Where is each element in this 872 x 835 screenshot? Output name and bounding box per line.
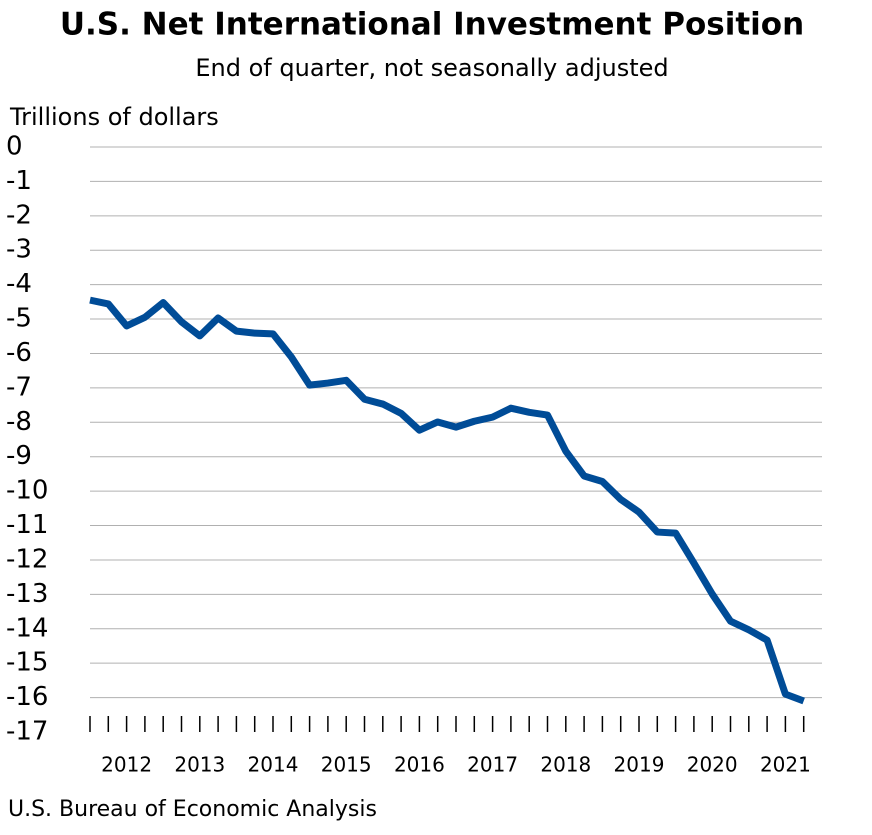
x-tick-label: 2020 [687,753,738,777]
y-tick-label: -3 [6,235,32,265]
y-tick-label: -17 [6,717,48,747]
y-tick-label: -16 [6,682,48,712]
x-tick-label: 2015 [321,753,372,777]
y-tick-label: -12 [6,544,48,574]
chart-subtitle: End of quarter, not seasonally adjusted [195,54,668,82]
y-tick-label: 0 [6,132,23,162]
y-tick-label: -13 [6,579,48,609]
y-tick-label: -7 [6,372,32,402]
y-tick-label: -9 [6,441,32,471]
y-tick-label: -6 [6,338,32,368]
y-tick-label: -4 [6,269,32,299]
y-axis-label: Trillions of dollars [9,103,219,131]
source: U.S. Bureau of Economic Analysis [8,797,377,822]
y-tick-label: -11 [6,510,48,540]
x-tick-label: 2016 [394,753,445,777]
y-tick-label: -8 [6,407,32,437]
y-tick-label: -1 [6,166,32,196]
x-tick-label: 2017 [467,753,518,777]
x-tick-label: 2019 [614,753,665,777]
y-tick-label: -5 [6,304,32,334]
chart-title: U.S. Net International Investment Positi… [60,7,804,43]
x-tick-label: 2021 [760,753,811,777]
x-tick-label: 2014 [248,753,299,777]
x-tick-label: 2018 [540,753,591,777]
x-tick-label: 2012 [101,753,152,777]
x-tick-label: 2013 [174,753,225,777]
y-tick-label: -15 [6,648,48,678]
y-tick-label: -2 [6,200,32,230]
y-tick-label: -10 [6,476,48,506]
y-tick-label: -14 [6,613,48,643]
data-line [89,296,805,705]
